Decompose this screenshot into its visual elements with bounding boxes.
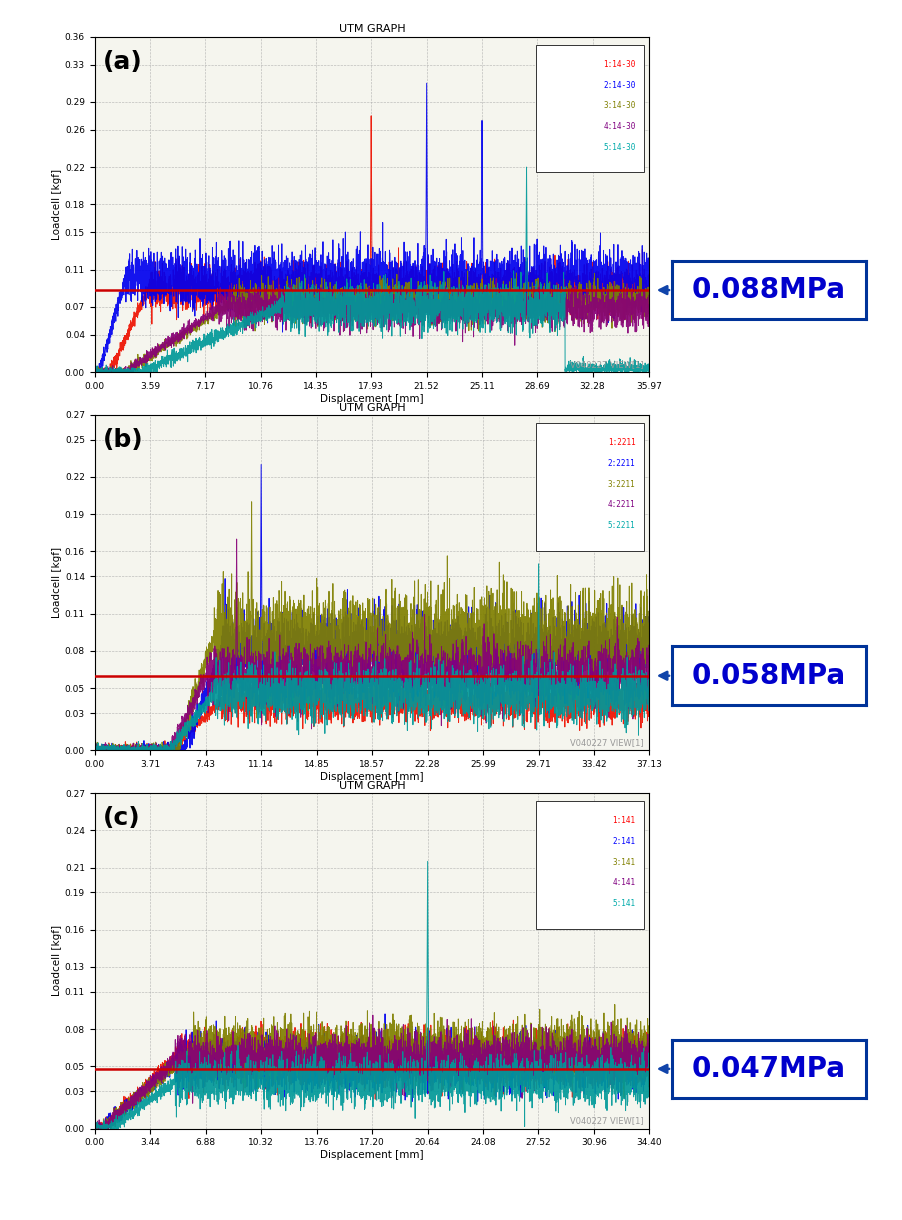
Text: 2:2211: 2:2211 — [608, 459, 636, 468]
Text: 0.058MPa: 0.058MPa — [692, 661, 846, 689]
Y-axis label: Loadcell [kgf]: Loadcell [kgf] — [52, 168, 62, 240]
Text: 2:14-30: 2:14-30 — [603, 81, 636, 90]
Title: UTM GRAPH: UTM GRAPH — [339, 403, 405, 412]
Y-axis label: Loadcell [kgf]: Loadcell [kgf] — [52, 547, 62, 619]
Text: V040227 VIEW[1]: V040227 VIEW[1] — [570, 360, 644, 368]
Text: 5:14-30: 5:14-30 — [603, 143, 636, 151]
Text: 3:14-30: 3:14-30 — [603, 101, 636, 110]
Text: V040227 VIEW[1]: V040227 VIEW[1] — [570, 1116, 644, 1125]
Text: 4:141: 4:141 — [612, 878, 636, 887]
Text: 4:2211: 4:2211 — [608, 500, 636, 509]
Text: 1:141: 1:141 — [612, 816, 636, 826]
Text: 0.088MPa: 0.088MPa — [692, 276, 846, 304]
Text: 0.047MPa: 0.047MPa — [692, 1055, 846, 1083]
FancyBboxPatch shape — [536, 45, 644, 172]
Text: 5:2211: 5:2211 — [608, 521, 636, 529]
Y-axis label: Loadcell [kgf]: Loadcell [kgf] — [52, 925, 62, 997]
Text: (b): (b) — [103, 428, 143, 453]
Text: V040227 VIEW[1]: V040227 VIEW[1] — [570, 738, 644, 747]
FancyBboxPatch shape — [536, 423, 644, 550]
X-axis label: Displacement [mm]: Displacement [mm] — [320, 1150, 424, 1160]
Text: 4:14-30: 4:14-30 — [603, 122, 636, 131]
FancyBboxPatch shape — [536, 802, 644, 928]
Text: (a): (a) — [103, 50, 143, 74]
Text: (c): (c) — [103, 806, 141, 831]
Text: 2:141: 2:141 — [612, 837, 636, 847]
Text: 5:141: 5:141 — [612, 899, 636, 908]
Text: 1:14-30: 1:14-30 — [603, 60, 636, 70]
Text: 3:2211: 3:2211 — [608, 479, 636, 488]
Title: UTM GRAPH: UTM GRAPH — [339, 24, 405, 34]
Title: UTM GRAPH: UTM GRAPH — [339, 781, 405, 791]
Text: 3:141: 3:141 — [612, 858, 636, 866]
X-axis label: Displacement [mm]: Displacement [mm] — [320, 772, 424, 782]
X-axis label: Displacement [mm]: Displacement [mm] — [320, 394, 424, 404]
Text: 1:2211: 1:2211 — [608, 438, 636, 448]
